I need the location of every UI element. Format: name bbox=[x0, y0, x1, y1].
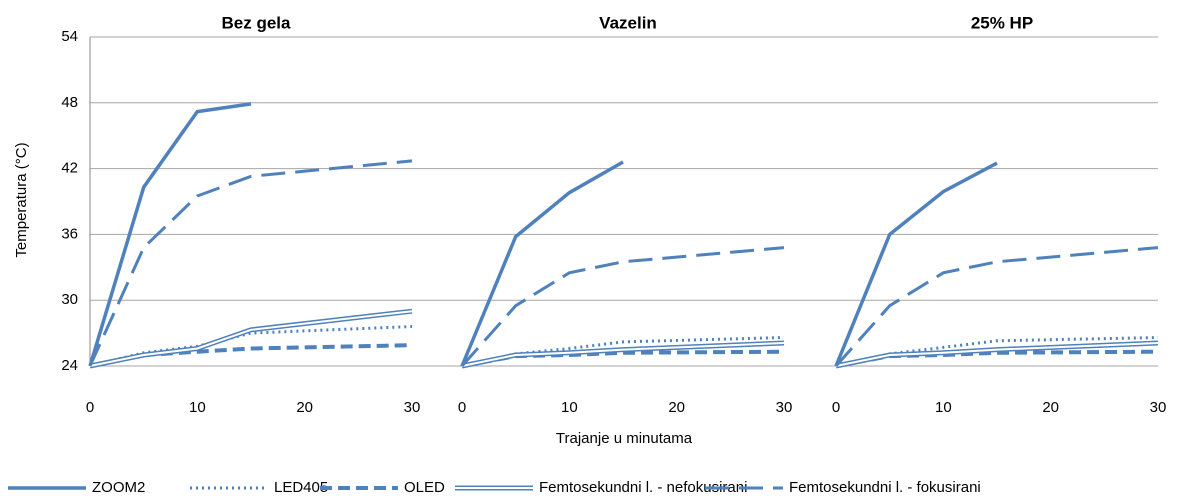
series-line bbox=[89, 308, 413, 369]
y-tick-label: 42 bbox=[61, 160, 78, 177]
y-tick-label: 24 bbox=[61, 357, 78, 374]
panel-title: Vazelin bbox=[599, 13, 657, 32]
panel-title: Bez gela bbox=[222, 13, 292, 32]
y-tick-label: 36 bbox=[61, 225, 78, 242]
x-tick-label: 30 bbox=[1150, 399, 1167, 416]
series-line bbox=[834, 161, 998, 367]
x-tick-label: 20 bbox=[668, 399, 685, 416]
panel-title: 25% HP bbox=[971, 13, 1033, 32]
y-tick-label: 30 bbox=[61, 291, 78, 308]
x-tick-label: 30 bbox=[776, 399, 793, 416]
legend-label: ZOOM2 bbox=[92, 479, 145, 496]
series-line-inner bbox=[835, 342, 1159, 367]
x-tick-label: 20 bbox=[296, 399, 313, 416]
series-line bbox=[460, 160, 624, 367]
x-tick-label: 0 bbox=[458, 399, 466, 416]
series-line bbox=[461, 340, 785, 369]
series-line-inner bbox=[89, 310, 413, 367]
y-tick-label: 54 bbox=[61, 28, 78, 45]
x-tick-label: 0 bbox=[832, 399, 840, 416]
series-line bbox=[835, 340, 1159, 369]
x-tick-label: 30 bbox=[404, 399, 421, 416]
series-line bbox=[460, 246, 785, 367]
series-line bbox=[834, 246, 1159, 367]
x-tick-label: 10 bbox=[935, 399, 952, 416]
x-axis-label: Trajanje u minutama bbox=[556, 430, 693, 447]
series-line bbox=[88, 102, 252, 367]
x-tick-label: 10 bbox=[561, 399, 578, 416]
y-axis-label: Temperatura (°C) bbox=[13, 142, 30, 257]
x-tick-label: 20 bbox=[1042, 399, 1059, 416]
x-tick-label: 0 bbox=[86, 399, 94, 416]
legend-label: Femtosekundni l. - fokusirani bbox=[789, 479, 981, 496]
legend-label: OLED bbox=[404, 479, 445, 496]
legend-label: Femtosekundni l. - nefokusirani bbox=[539, 479, 747, 496]
series-line-inner bbox=[461, 342, 785, 367]
series-line bbox=[88, 159, 413, 367]
legend-label: LED405 bbox=[274, 479, 328, 496]
x-tick-label: 10 bbox=[189, 399, 206, 416]
y-tick-label: 48 bbox=[61, 94, 78, 111]
